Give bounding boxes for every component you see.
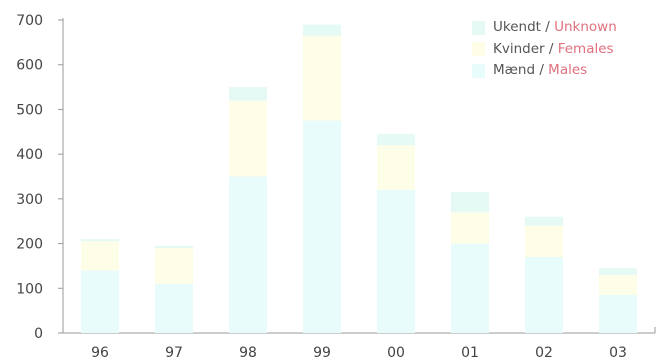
- bar-segment: [229, 100, 267, 177]
- x-tick-label: 03: [609, 345, 627, 361]
- legend-label-males-da: Mænd: [493, 62, 536, 78]
- x-tick-label: 01: [461, 345, 479, 361]
- x-axis: 96 97 98 99 00 01 02 03: [63, 327, 656, 361]
- bar-segment: [377, 134, 415, 146]
- bar-segment: [303, 35, 341, 121]
- bar-segment: [377, 145, 415, 190]
- x-tick-label: 02: [535, 345, 553, 361]
- legend-item-females: Kvinder / Females: [472, 39, 617, 61]
- bar-segment: [525, 216, 563, 226]
- bar-segment: [599, 268, 637, 275]
- bars-group: [81, 24, 637, 333]
- legend-swatch-males: [472, 63, 485, 78]
- bar-segment: [599, 294, 637, 333]
- bar-segment: [377, 189, 415, 333]
- legend-label-females-da: Kvinder: [493, 40, 545, 57]
- legend-swatch-unknown: [472, 20, 485, 35]
- legend-label-unknown-da: Ukendt: [493, 19, 541, 35]
- y-tick-label: 700: [16, 13, 43, 29]
- bar-segment: [155, 245, 193, 249]
- y-axis: 0 100 200 300 400 500 600 700: [16, 13, 64, 342]
- legend-separator: /: [540, 19, 555, 35]
- legend-item-unknown: Ukendt / Unknown: [472, 17, 617, 39]
- bar-segment: [451, 243, 489, 333]
- bar-segment: [81, 239, 119, 242]
- legend-separator: /: [544, 40, 558, 57]
- bar-segment: [525, 256, 563, 333]
- bar-segment: [81, 270, 119, 333]
- legend-item-males: Mænd / Males: [472, 60, 617, 82]
- y-tick-label: 100: [16, 281, 43, 297]
- bar-segment: [303, 24, 341, 36]
- x-tick-label: 97: [165, 345, 183, 361]
- x-tick-label: 99: [313, 345, 331, 361]
- bar-segment: [599, 274, 637, 295]
- legend-label-females-en: Females: [557, 40, 614, 57]
- legend-label-unknown-en: Unknown: [554, 19, 617, 35]
- y-tick-label: 600: [16, 58, 43, 74]
- x-tick-label: 00: [387, 345, 405, 361]
- y-tick-label: 0: [34, 326, 43, 342]
- bar-segment: [81, 241, 119, 271]
- legend: Ukendt / Unknown Kvinder / Females Mænd …: [472, 17, 617, 82]
- x-tick-label: 96: [91, 345, 109, 361]
- bar-segment: [155, 248, 193, 284]
- y-tick-label: 400: [16, 147, 43, 163]
- bar-segment: [451, 212, 489, 244]
- bar-segment: [155, 283, 193, 333]
- legend-separator: /: [535, 62, 549, 78]
- y-tick-label: 500: [16, 102, 43, 118]
- bar-segment: [451, 192, 489, 213]
- bar-segment: [229, 176, 267, 333]
- bar-segment: [525, 225, 563, 257]
- bar-segment: [229, 87, 267, 101]
- legend-label-males-en: Males: [548, 62, 588, 78]
- y-tick-label: 200: [16, 237, 43, 253]
- x-tick-label: 98: [239, 345, 257, 361]
- legend-swatch-females: [472, 42, 485, 57]
- bar-segment: [303, 120, 341, 333]
- y-tick-label: 300: [16, 192, 43, 208]
